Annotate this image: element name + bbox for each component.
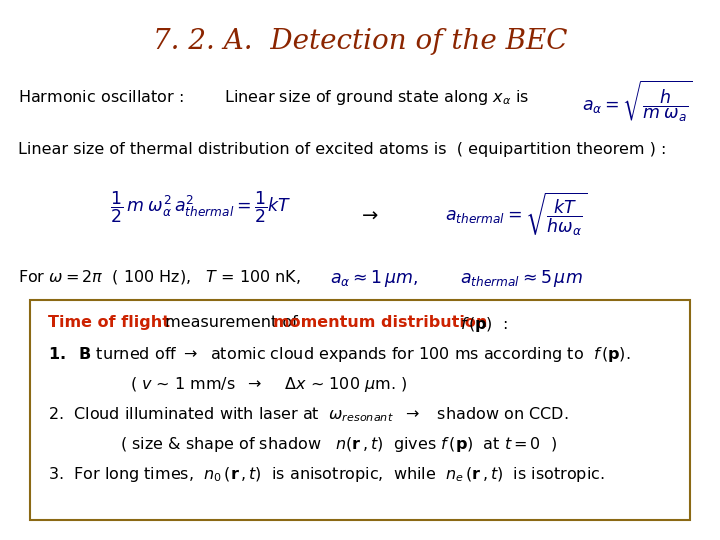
Text: $a_\alpha = \sqrt{\dfrac{h}{m\;\omega_a}}$: $a_\alpha = \sqrt{\dfrac{h}{m\;\omega_a}… (582, 78, 693, 124)
Text: $\mathbf{1.\ \ B}$ turned off $\rightarrow$  atomic cloud expands for 100 ms acc: $\mathbf{1.\ \ B}$ turned off $\rightarr… (48, 345, 631, 364)
Text: For $\omega = 2\pi$  ( 100 Hz),   $T$ = 100 nK,: For $\omega = 2\pi$ ( 100 Hz), $T$ = 100… (18, 268, 301, 286)
Text: $\rightarrow$: $\rightarrow$ (358, 205, 379, 224)
Text: 7. 2. A.  Detection of the BEC: 7. 2. A. Detection of the BEC (153, 28, 567, 55)
Text: measurement of: measurement of (160, 315, 303, 330)
Text: Harmonic oscillator :        Linear size of ground state along $x_\alpha$ is: Harmonic oscillator : Linear size of gro… (18, 88, 529, 107)
Text: $\dfrac{1}{2}\,m\;\omega_\alpha^2\,a_{thermal}^2 = \dfrac{1}{2}kT$: $\dfrac{1}{2}\,m\;\omega_\alpha^2\,a_{th… (110, 190, 292, 225)
Text: Linear size of thermal distribution of excited atoms is  ( equipartition theorem: Linear size of thermal distribution of e… (18, 142, 667, 157)
Text: $a_{thermal} = \sqrt{\dfrac{kT}{h\omega_\alpha}}$: $a_{thermal} = \sqrt{\dfrac{kT}{h\omega_… (445, 190, 587, 238)
Text: $a_{thermal} \approx 5\,\mu m$: $a_{thermal} \approx 5\,\mu m$ (460, 268, 582, 289)
FancyBboxPatch shape (30, 300, 690, 520)
Text: $f\,(\mathbf{p})$  :: $f\,(\mathbf{p})$ : (460, 315, 508, 334)
Text: $a_\alpha \approx 1\,\mu m,$: $a_\alpha \approx 1\,\mu m,$ (330, 268, 418, 289)
Text: 2.  Cloud illuminated with laser at  $\omega_{resonant}$  $\rightarrow$   shadow: 2. Cloud illuminated with laser at $\ome… (48, 405, 568, 424)
Text: ( size & shape of shadow   $n(\mathbf{r}\,,t)$  gives $f\,(\mathbf{p})$  at $t =: ( size & shape of shadow $n(\mathbf{r}\,… (120, 435, 557, 454)
Text: momentum distribution: momentum distribution (273, 315, 487, 330)
Text: 3.  For long times,  $n_0\,(\mathbf{r}\,,t)$  is anisotropic,  while  $n_e\,(\ma: 3. For long times, $n_0\,(\mathbf{r}\,,t… (48, 465, 605, 484)
Text: ( $v$ ~ 1 mm/s  $\rightarrow$    $\Delta x$ ~ 100 $\mu$m. ): ( $v$ ~ 1 mm/s $\rightarrow$ $\Delta x$ … (130, 375, 407, 394)
Text: Time of flight: Time of flight (48, 315, 170, 330)
